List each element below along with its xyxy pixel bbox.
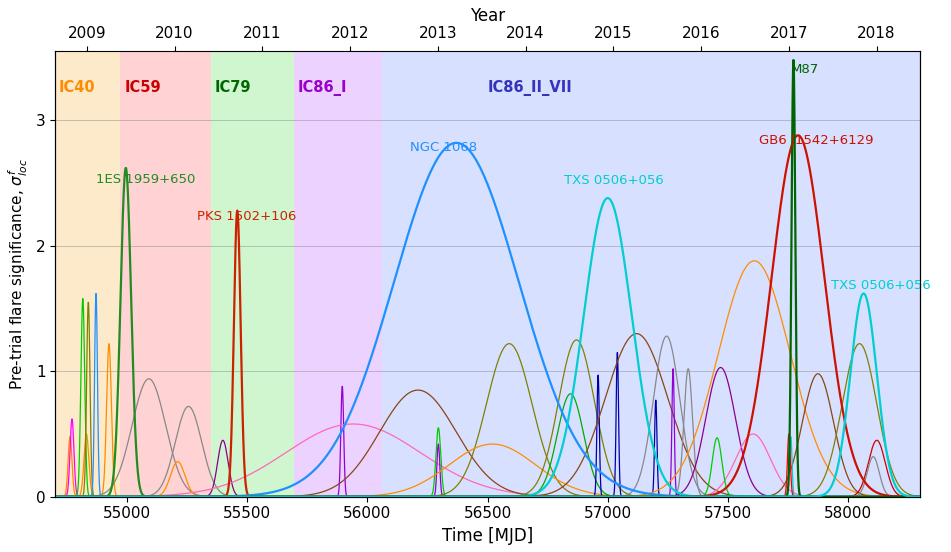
Text: IC86_II_VII: IC86_II_VII (488, 80, 573, 96)
Text: 1ES 1959+650: 1ES 1959+650 (96, 173, 195, 185)
Bar (55, 51, 120, 497)
Text: IC86_I: IC86_I (298, 80, 347, 96)
Bar (382, 51, 920, 497)
Text: TXS 0506+056: TXS 0506+056 (565, 174, 664, 187)
Text: GB6 J1542+6129: GB6 J1542+6129 (759, 134, 874, 147)
X-axis label: Time [MJD]: Time [MJD] (442, 527, 534, 545)
Text: PKS 1502+106: PKS 1502+106 (197, 210, 297, 223)
Text: IC79: IC79 (215, 80, 251, 95)
Text: IC40: IC40 (59, 80, 95, 95)
Text: TXS 0506+056: TXS 0506+056 (831, 279, 931, 292)
Bar (120, 51, 210, 497)
Text: M87: M87 (791, 63, 819, 76)
X-axis label: Year: Year (470, 7, 505, 25)
Bar (294, 51, 382, 497)
Text: NGC 1068: NGC 1068 (410, 141, 476, 154)
Y-axis label: Pre-trial flare significance, $\sigma_{loc}^f$: Pre-trial flare significance, $\sigma_{l… (7, 158, 30, 390)
Bar (210, 51, 294, 497)
Text: IC59: IC59 (125, 80, 162, 95)
